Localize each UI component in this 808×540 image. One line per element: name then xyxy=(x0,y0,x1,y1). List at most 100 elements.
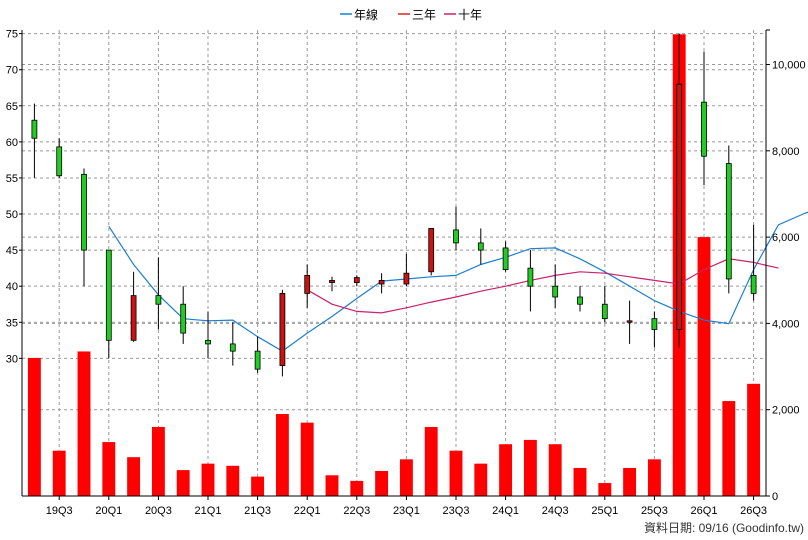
volume-bar xyxy=(598,483,612,496)
y2-tick-label: 10,000 xyxy=(772,60,806,72)
candle-body xyxy=(453,229,459,244)
volume-bar xyxy=(548,444,562,496)
y2-tick-label: 6,000 xyxy=(772,232,800,244)
candle-body xyxy=(353,277,360,283)
y-tick-label: 40 xyxy=(6,281,18,293)
volume-bar xyxy=(424,426,438,496)
x-tick-label: 26Q1 xyxy=(691,505,718,517)
x-tick-label: 22Q3 xyxy=(343,505,370,517)
volume-bar xyxy=(623,467,637,496)
candle-body xyxy=(701,101,707,157)
candle-body xyxy=(378,280,385,285)
candle-body xyxy=(725,163,732,280)
y2-tick-label: 2,000 xyxy=(772,405,800,417)
candle-body xyxy=(502,247,509,270)
volume-bar xyxy=(449,450,463,496)
candle-body xyxy=(651,318,658,330)
candle-body xyxy=(31,119,38,139)
candle-body xyxy=(403,272,410,285)
axes xyxy=(19,29,770,500)
candle-body xyxy=(676,83,683,330)
y-tick-label: 65 xyxy=(6,101,18,113)
x-tick-label: 26Q3 xyxy=(740,505,767,517)
candle-body xyxy=(105,249,112,341)
candle-body xyxy=(329,280,335,283)
candle-body xyxy=(56,146,63,177)
candle-body xyxy=(304,274,311,294)
candle-body xyxy=(254,350,261,370)
volume-bar xyxy=(300,422,314,496)
volume-bar xyxy=(747,383,761,496)
volume-bar xyxy=(474,463,488,496)
volume-bar xyxy=(275,414,289,496)
y-tick-label: 60 xyxy=(6,137,18,149)
data-date-footer: 資料日期: 09/16 (Goodinfo.tw) xyxy=(644,521,804,535)
y-tick-label: 75 xyxy=(6,29,18,41)
legend-label: 三年 xyxy=(412,8,436,22)
candle-body xyxy=(155,295,162,305)
x-tick-label: 21Q1 xyxy=(195,505,222,517)
y2-tick-label: 8,000 xyxy=(772,146,800,158)
x-tick-label: 23Q1 xyxy=(393,505,420,517)
volume-bar xyxy=(399,459,413,496)
x-tick-label: 21Q3 xyxy=(244,505,271,517)
moving-average-lines xyxy=(108,211,808,352)
series-line xyxy=(306,258,779,314)
legend-label: 十年 xyxy=(458,8,482,22)
volume-bar xyxy=(176,470,190,496)
y-tick-label: 45 xyxy=(6,245,18,257)
x-tick-label: 19Q3 xyxy=(46,505,73,517)
volume-bar xyxy=(102,442,116,496)
volume-bar xyxy=(52,450,66,496)
candle-body xyxy=(577,296,583,305)
volume-bar xyxy=(350,480,364,496)
y-tick-label: 35 xyxy=(6,317,18,329)
volume-bar xyxy=(151,426,165,496)
volume-bars xyxy=(27,34,761,496)
volume-bar xyxy=(325,475,339,496)
candle-body xyxy=(527,267,534,287)
x-tick-label: 20Q3 xyxy=(145,505,172,517)
x-tick-label: 25Q3 xyxy=(641,505,668,517)
volume-bar xyxy=(523,439,537,496)
x-tick-label: 24Q3 xyxy=(542,505,569,517)
y-tick-label: 50 xyxy=(6,209,18,221)
volume-bar xyxy=(375,470,389,496)
candle-body xyxy=(81,173,87,251)
candles xyxy=(31,33,757,377)
volume-bar xyxy=(573,467,587,496)
candle-body xyxy=(180,303,187,334)
candle-body xyxy=(552,285,559,298)
volume-bar xyxy=(722,401,736,496)
candle-body xyxy=(601,303,608,320)
y-tick-label: 70 xyxy=(6,65,18,77)
grid xyxy=(22,30,766,496)
x-tick-label: 20Q1 xyxy=(95,505,122,517)
series-line xyxy=(108,211,808,352)
candle-body xyxy=(428,228,435,273)
volume-bar xyxy=(77,351,91,496)
y-tick-label: 55 xyxy=(6,173,18,185)
candle-body xyxy=(477,242,484,251)
volume-bar xyxy=(226,465,240,496)
x-tick-label: 24Q1 xyxy=(492,505,519,517)
y2-tick-label: 4,000 xyxy=(772,318,800,330)
volume-bar xyxy=(647,459,661,496)
volume-bar xyxy=(201,463,215,496)
x-tick-label: 22Q1 xyxy=(294,505,321,517)
y2-tick-label: 0 xyxy=(772,491,778,503)
candle-body xyxy=(229,343,236,352)
candle-body xyxy=(626,320,633,323)
x-tick-label: 25Q1 xyxy=(591,505,618,517)
candle-body xyxy=(279,293,286,366)
volume-bar xyxy=(251,476,265,496)
legend: 年線 三年 十年 xyxy=(340,7,482,22)
y-tick-label: 30 xyxy=(6,353,18,365)
candle-body xyxy=(750,274,757,294)
candle-body xyxy=(205,339,211,345)
volume-bar xyxy=(27,357,41,496)
legend-label: 年線 xyxy=(354,7,378,22)
volume-bar xyxy=(499,444,513,496)
x-tick-label: 23Q3 xyxy=(443,505,470,517)
